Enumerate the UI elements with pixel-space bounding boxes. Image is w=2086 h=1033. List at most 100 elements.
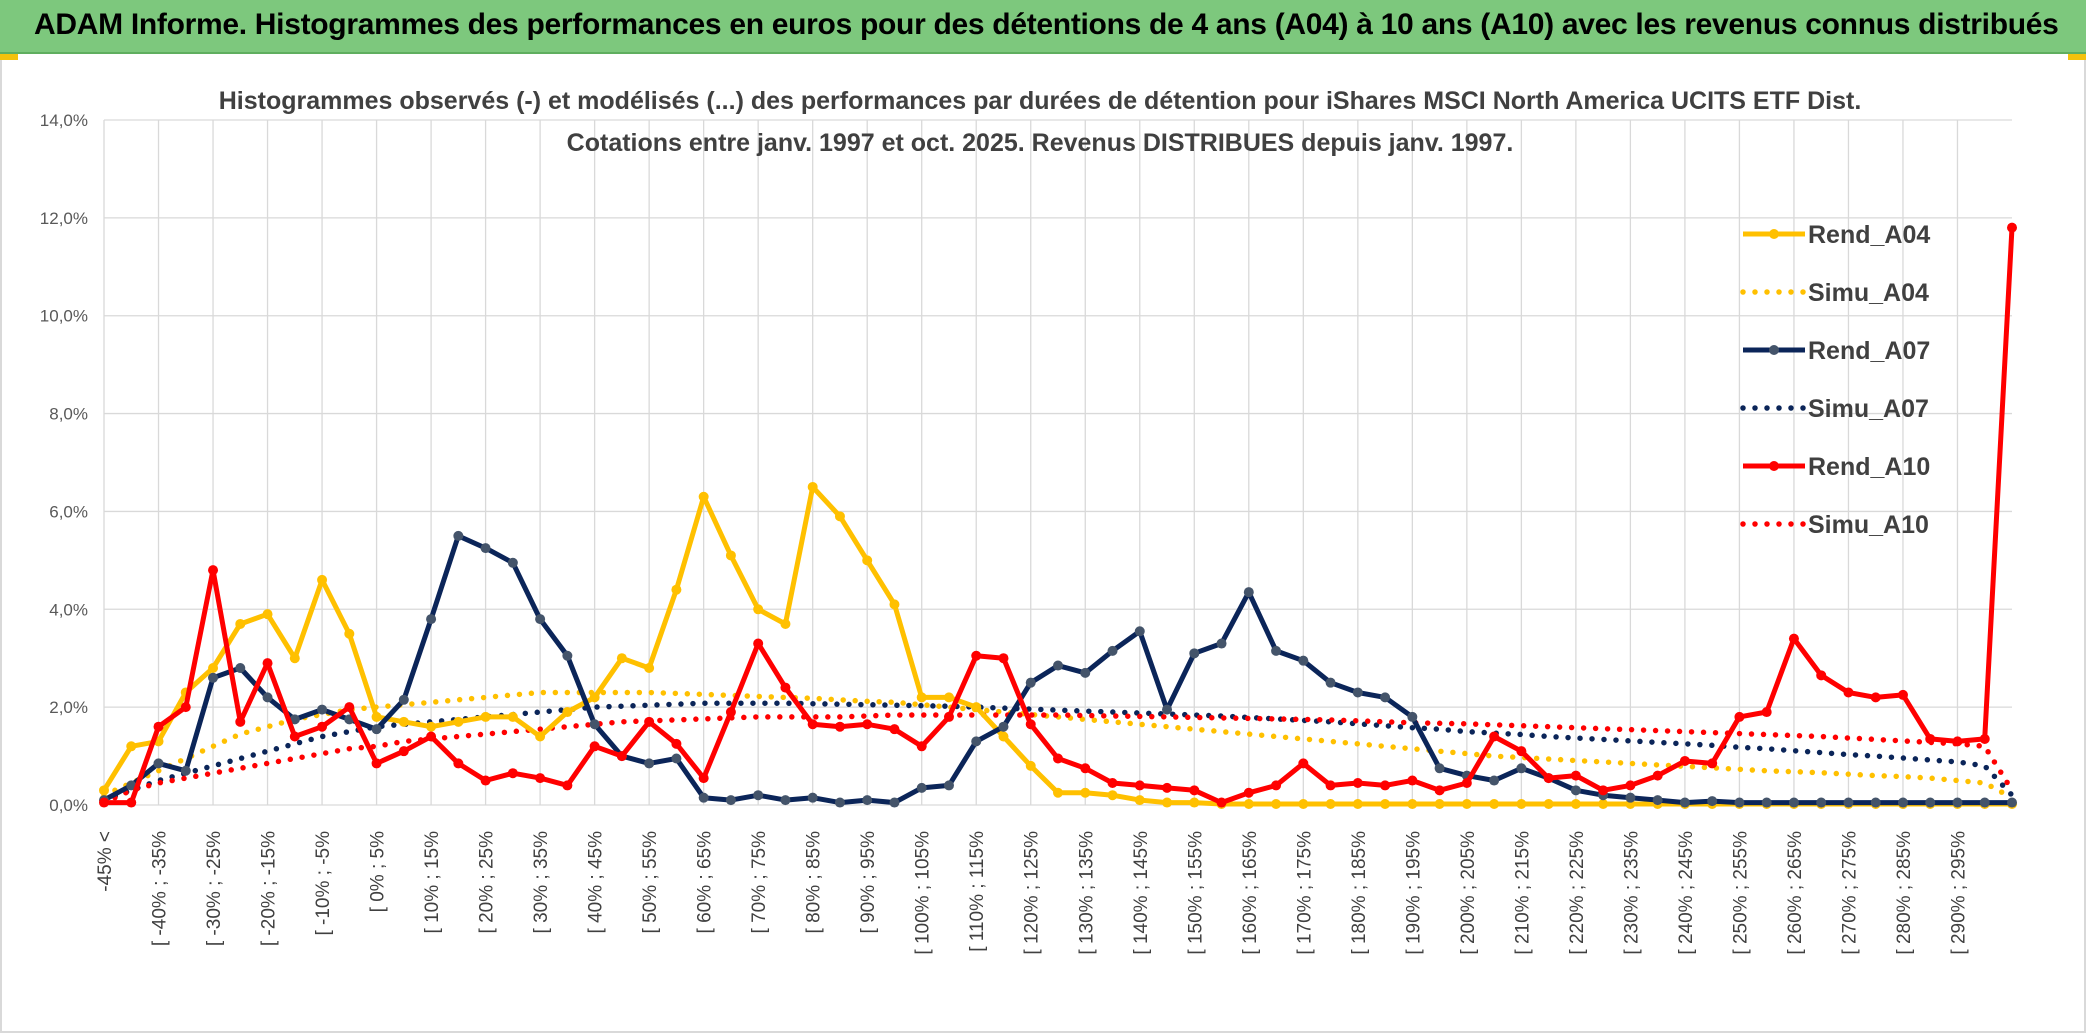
data-point [1625,780,1636,791]
data-point [753,638,764,649]
x-tick-label: [ 80% ; 85% [804,831,825,934]
data-point [99,785,109,796]
data-point [1843,687,1854,698]
data-point [1788,797,1799,808]
data-point [1897,689,1908,700]
data-point [725,795,736,806]
chart-title-line-1: Histogrammes observés (-) et modélisés (… [219,87,1862,115]
data-point [1053,787,1063,798]
data-point [834,511,845,522]
data-point [889,724,900,735]
data-point [153,721,164,732]
data-point [971,702,982,713]
data-point [807,792,818,803]
corner-accent-right [2068,54,2086,60]
data-point [971,736,982,747]
data-point [1925,733,1936,744]
data-point [916,741,927,752]
data-point [1243,787,1254,798]
data-point [1352,777,1363,788]
data-point [1162,797,1173,808]
data-point [1952,797,1963,808]
x-tick-label: [ 120% ; 125% [1022,831,1043,955]
data-point [943,780,954,791]
data-point [1516,746,1527,757]
data-point [371,758,382,769]
data-point [616,751,627,762]
data-point [1843,797,1854,808]
data-point [807,719,818,730]
data-point [1434,799,1445,810]
data-point [2007,797,2017,808]
data-point [1925,797,1936,808]
data-point [2007,222,2017,233]
data-point [1243,799,1254,810]
data-point [1107,645,1118,656]
x-tick-label: [ 100% ; 105% [913,831,934,955]
data-point [780,795,791,806]
x-tick-label: [ 30% ; 35% [531,831,552,934]
data-point [153,758,164,769]
legend-label: Simu_A10 [1808,511,1929,539]
data-point [507,711,518,722]
data-point [725,707,736,718]
data-point [180,702,191,713]
data-point [1271,645,1282,656]
data-point [1380,799,1391,810]
x-axis: -45% < [ -40% ; -35% [ -30% ; -25% [ -20% ;… [95,831,1969,955]
data-point [262,692,273,703]
data-point [644,758,655,769]
data-point [1489,731,1500,742]
legend-item-rend-a10: Rend_A10 [1743,453,1930,481]
y-tick-label: 14,0% [40,111,88,130]
data-point [698,491,709,502]
data-point [126,797,137,808]
data-point [1516,799,1527,810]
x-tick-label: [ 240% ; 245% [1676,831,1697,955]
data-point [1598,799,1609,810]
chart-title-line-2: Cotations entre janv. 1997 et oct. 2025.… [567,129,1514,157]
data-point [1134,780,1145,791]
data-point [1570,770,1581,781]
x-tick-label: [ 140% ; 145% [1131,831,1152,955]
data-point [1679,755,1690,766]
legend-item-simu-a07: Simu_A07 [1740,395,1929,423]
x-tick-label: [ -20% ; -15% [259,831,280,946]
data-point [1325,780,1336,791]
data-point [1352,687,1363,698]
x-tick-label: [ 110% ; 115% [967,831,988,952]
data-point [1025,677,1036,688]
data-point [1543,773,1554,784]
data-point [1243,587,1254,598]
data-point [1489,775,1500,786]
chart-title: Histogrammes observés (-) et modélisés (… [219,87,1862,157]
data-point [671,738,682,749]
data-point [426,614,437,625]
data-point [344,702,355,713]
legend-label: Simu_A07 [1808,395,1929,423]
data-point [480,775,491,786]
data-point [1189,797,1200,808]
data-point [1461,777,1472,788]
data-point [943,711,954,722]
data-point [262,609,273,620]
legend-marker [1769,229,1779,239]
data-point [1407,775,1418,786]
x-tick-label: [ 70% ; 75% [749,831,770,934]
y-tick-label: 8,0% [49,405,88,424]
data-point [535,731,546,742]
data-point [1816,670,1827,681]
data-point [208,565,219,576]
data-point [1053,753,1063,764]
data-point [1162,704,1173,715]
data-point [1788,633,1799,644]
y-tick-label: 4,0% [49,600,88,619]
data-point [998,731,1009,742]
x-tick-label: [ 170% ; 175% [1294,831,1315,955]
data-point [1298,655,1309,666]
x-tick-label: [ 150% ; 155% [1185,831,1206,955]
x-tick-label: [ 90% ; 95% [858,831,879,934]
data-point [1271,799,1282,810]
x-tick-label: [ -30% ; -25% [204,831,225,946]
data-point [1598,785,1609,796]
